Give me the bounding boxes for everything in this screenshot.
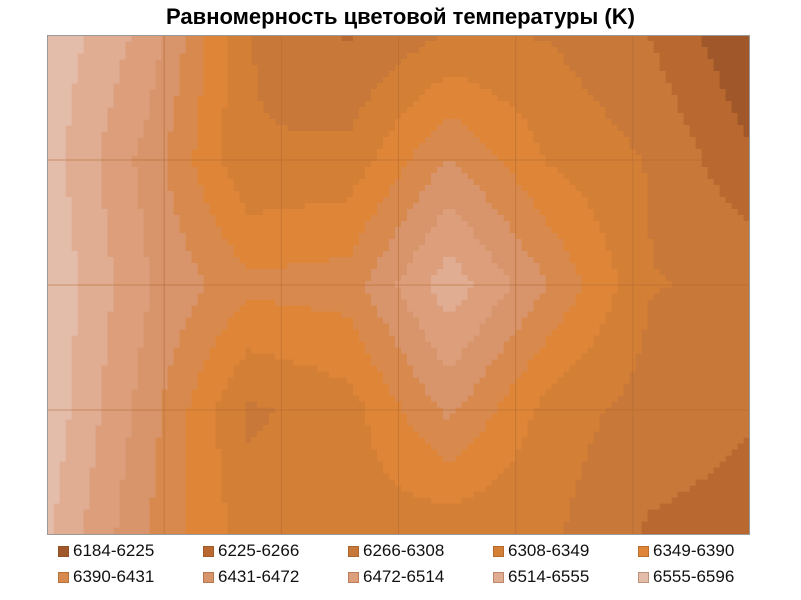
legend-item: 6514-6555: [493, 566, 589, 588]
legend-label: 6431-6472: [218, 567, 300, 586]
legend-swatch: [348, 571, 359, 583]
plot-area: [47, 35, 750, 535]
legend-swatch: [493, 545, 504, 557]
legend-item: 6472-6514: [348, 566, 444, 588]
legend-label: 6308-6349: [508, 541, 590, 560]
legend-swatch: [203, 545, 214, 557]
legend-label: 6349-6390: [653, 541, 735, 560]
legend-item: 6390-6431: [58, 566, 154, 588]
legend-swatch: [58, 545, 69, 557]
legend-item: 6225-6266: [203, 540, 299, 562]
legend-label: 6390-6431: [73, 567, 155, 586]
legend-swatch: [203, 571, 214, 583]
plot-frame: [47, 35, 750, 535]
legend-item: 6555-6596: [638, 566, 734, 588]
legend-item: 6308-6349: [493, 540, 589, 562]
contour-band-6225-6266: [341, 35, 750, 535]
legend-label: 6514-6555: [508, 567, 590, 586]
legend-swatch: [58, 571, 69, 583]
legend-label: 6472-6514: [363, 567, 445, 586]
contour-band-6514-6555: [53, 35, 474, 535]
legend-label: 6225-6266: [218, 541, 300, 560]
grid-lines: [47, 35, 750, 535]
legend-label: 6555-6596: [653, 567, 735, 586]
legend-item: 6184-6225: [58, 540, 154, 562]
legend-swatch: [348, 545, 359, 557]
legend-label: 6184-6225: [73, 541, 155, 560]
legend-item: 6349-6390: [638, 540, 734, 562]
legend-swatch: [638, 545, 649, 557]
legend-item: 6431-6472: [203, 566, 299, 588]
legend-swatch: [493, 571, 504, 583]
chart-title: Равномерность цветовой температуры (K): [166, 4, 635, 29]
contour-chart: [47, 35, 750, 535]
legend-label: 6266-6308: [363, 541, 445, 560]
legend-swatch: [638, 571, 649, 583]
legend-item: 6266-6308: [348, 540, 444, 562]
